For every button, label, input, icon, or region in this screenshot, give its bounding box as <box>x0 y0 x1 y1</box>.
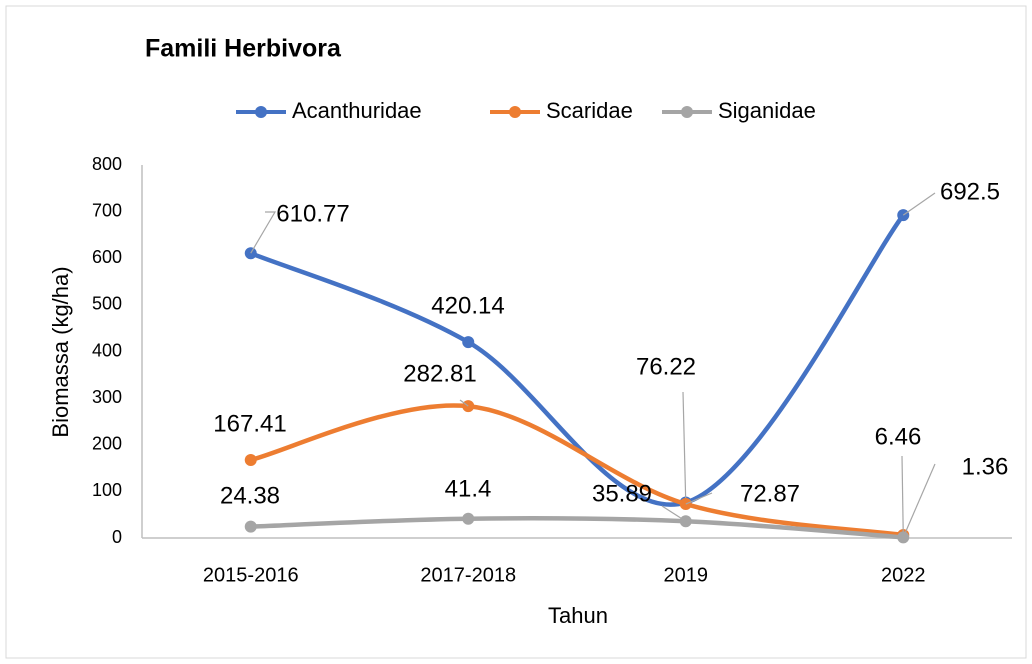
series-line <box>248 516 906 540</box>
legend-marker <box>255 106 267 118</box>
leader-line <box>685 492 713 505</box>
legend-label: Acanthuridae <box>292 98 422 123</box>
x-tick-label: 2017-2018 <box>420 564 516 586</box>
data-label: 41.4 <box>445 475 492 502</box>
y-tick-label: 500 <box>92 294 122 314</box>
y-tick-label: 800 <box>92 154 122 174</box>
data-label: 35.89 <box>592 480 652 507</box>
leader-line <box>901 455 904 535</box>
y-tick-label: 200 <box>92 434 122 454</box>
legend-marker <box>681 106 693 118</box>
y-tick-label: 300 <box>92 387 122 407</box>
data-label: 420.14 <box>431 292 504 319</box>
series-line <box>248 403 906 538</box>
x-tick-label: 2015-2016 <box>203 564 299 586</box>
y-tick-label: 100 <box>92 480 122 500</box>
legend-label: Siganidae <box>718 98 816 123</box>
data-label: 692.5 <box>940 178 1000 205</box>
data-label: 610.77 <box>276 200 349 227</box>
x-axis-title: Tahun <box>548 603 608 628</box>
leader-line <box>661 505 687 522</box>
leader-line <box>902 463 936 538</box>
leader-line <box>902 192 936 216</box>
series-line <box>248 212 906 507</box>
data-point <box>462 336 475 349</box>
y-tick-label: 600 <box>92 247 122 267</box>
y-axis-title: Biomassa (kg/ha) <box>48 266 73 437</box>
chart-title: Famili Herbivora <box>145 35 342 63</box>
y-tick-label: 400 <box>92 340 122 360</box>
leader-line <box>459 399 469 407</box>
leader-line <box>250 211 277 254</box>
data-label: 282.81 <box>403 360 476 387</box>
y-tick-label: 700 <box>92 200 122 220</box>
data-label: 6.46 <box>875 423 922 450</box>
data-label: 24.38 <box>220 482 280 509</box>
data-label: 72.87 <box>740 480 800 507</box>
x-tick-label: 2022 <box>881 564 926 586</box>
y-tick-label: 0 <box>112 527 122 547</box>
data-point <box>244 453 257 466</box>
x-tick-label: 2019 <box>664 564 709 586</box>
leader-line <box>682 391 687 503</box>
legend-marker <box>509 106 521 118</box>
data-point <box>462 512 475 525</box>
data-point <box>244 520 257 533</box>
legend-label: Scaridae <box>546 98 633 123</box>
data-label: 1.36 <box>962 453 1009 480</box>
chart-border <box>5 5 1027 659</box>
data-label: 76.22 <box>636 353 696 380</box>
data-label: 167.41 <box>213 410 286 437</box>
